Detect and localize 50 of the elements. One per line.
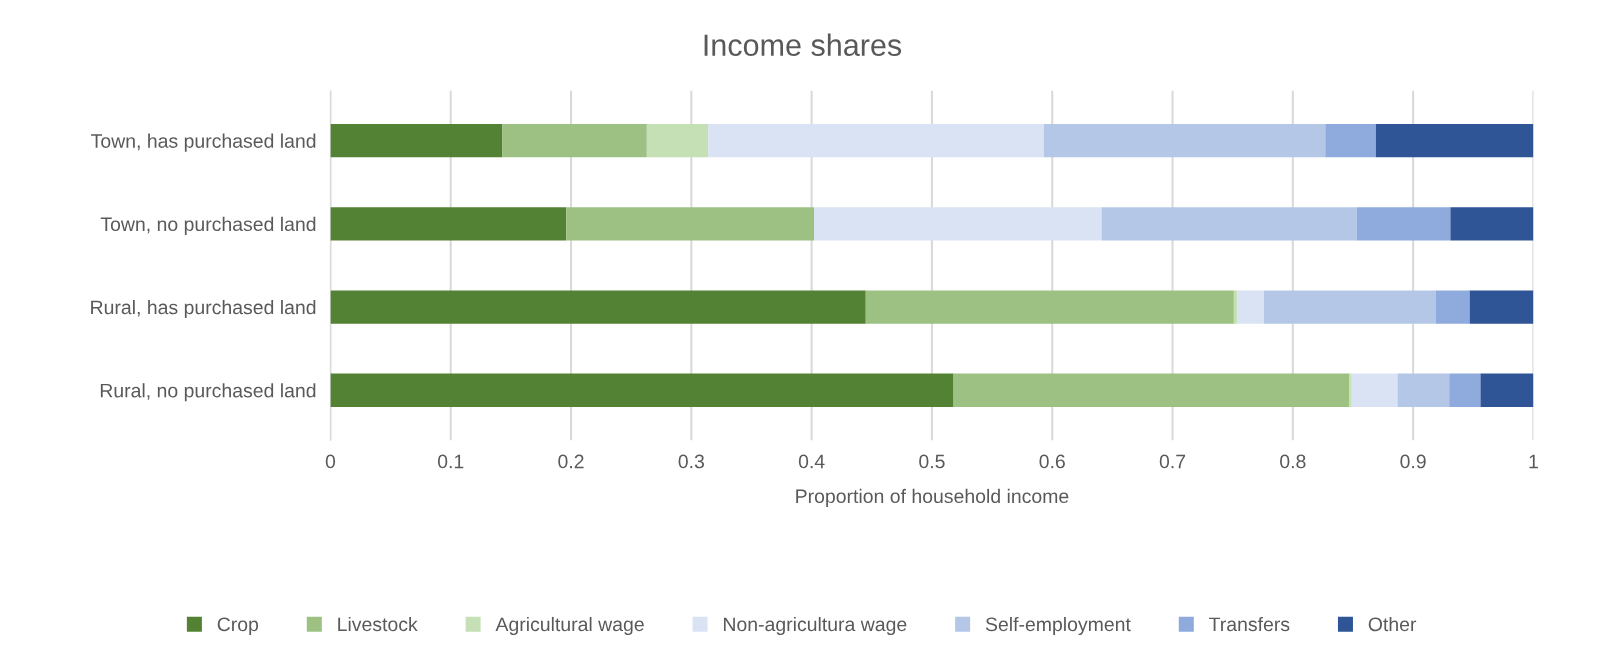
- bar: [1480, 373, 1534, 407]
- y-tick-label: Town, has purchased land: [91, 133, 316, 152]
- bar: [1375, 124, 1534, 158]
- bar: [1263, 290, 1436, 324]
- x-tick-label: 0.5: [919, 454, 945, 469]
- bar: [814, 207, 1102, 241]
- bar: [1101, 207, 1357, 241]
- bar: [953, 373, 1350, 407]
- bar: [1325, 124, 1376, 158]
- x-tick-label: 1: [1529, 454, 1538, 469]
- bar: [708, 124, 1044, 158]
- legend-label: Self-employment: [985, 616, 1131, 636]
- chart-title: Income shares: [704, 33, 902, 57]
- x-tick-label: 0.9: [1400, 454, 1426, 469]
- y-tick-label: Rural, no purchased land: [100, 383, 316, 402]
- x-tick-label: 0: [325, 454, 336, 469]
- x-tick-label: 0.6: [1039, 454, 1065, 469]
- x-tick-label: 0.3: [678, 454, 704, 469]
- x-tick-label: 0.8: [1280, 454, 1306, 469]
- legend-label: Livestock: [338, 616, 418, 632]
- bar: [502, 124, 647, 158]
- y-tick-label: Rural, has purchased land: [91, 299, 316, 319]
- x-tick-label: 0.1: [437, 454, 464, 469]
- bar: [865, 290, 1234, 324]
- bar: [330, 373, 954, 407]
- bar: [1356, 207, 1451, 241]
- bar: [1450, 207, 1534, 241]
- bar: [646, 124, 709, 158]
- bar: [1237, 290, 1264, 324]
- bar: [1449, 373, 1481, 407]
- bar: [330, 290, 866, 324]
- bar: [566, 207, 815, 241]
- bar: [1349, 373, 1352, 407]
- bar: [330, 124, 503, 158]
- x-tick-label: 0.4: [798, 454, 825, 469]
- legend-label: Transfers: [1209, 616, 1290, 632]
- bar: [1397, 373, 1450, 407]
- y-tick-label: Town, no purchased land: [100, 216, 316, 235]
- bar: [1469, 290, 1534, 324]
- bar: [330, 207, 567, 241]
- legend-label: Crop: [217, 617, 259, 636]
- bar: [1351, 373, 1398, 407]
- x-tick-label: 0.7: [1159, 454, 1186, 469]
- bar: [1043, 124, 1326, 158]
- legend-label: Non-agricultura wage: [724, 616, 907, 636]
- legend-label: Other: [1368, 616, 1417, 632]
- x-axis-title: Proportion of household income: [796, 488, 1069, 507]
- x-tick-label: 0.2: [558, 454, 584, 469]
- legend-label: Agricultural wage: [495, 616, 644, 636]
- bar: [1435, 290, 1470, 324]
